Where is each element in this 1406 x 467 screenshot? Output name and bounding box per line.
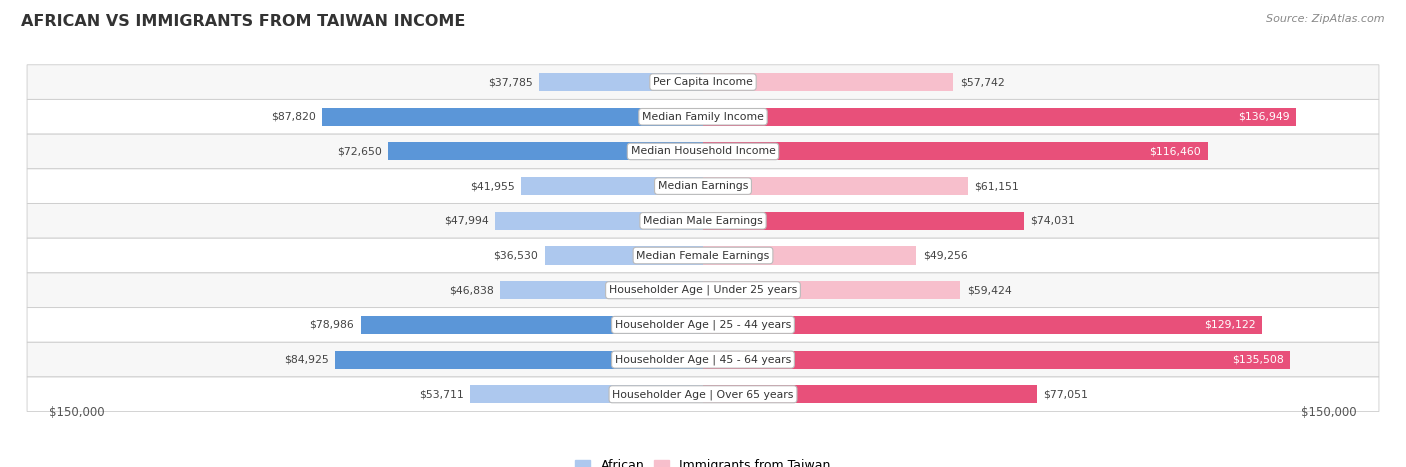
Text: $87,820: $87,820 <box>271 112 316 122</box>
FancyBboxPatch shape <box>27 342 1379 377</box>
Text: $116,460: $116,460 <box>1149 147 1201 156</box>
Text: $61,151: $61,151 <box>974 181 1019 191</box>
Bar <box>703 108 1296 126</box>
Text: $49,256: $49,256 <box>922 250 967 261</box>
Text: $150,000: $150,000 <box>1301 406 1357 419</box>
Text: $72,650: $72,650 <box>337 147 381 156</box>
Text: Median Male Earnings: Median Male Earnings <box>643 216 763 226</box>
FancyBboxPatch shape <box>27 134 1379 169</box>
Bar <box>703 73 953 91</box>
Bar <box>544 247 703 264</box>
Bar <box>703 177 967 195</box>
Bar <box>495 212 703 230</box>
FancyBboxPatch shape <box>27 308 1379 342</box>
Text: Householder Age | Over 65 years: Householder Age | Over 65 years <box>612 389 794 400</box>
Text: $47,994: $47,994 <box>444 216 488 226</box>
Text: $77,051: $77,051 <box>1043 389 1088 399</box>
Text: $46,838: $46,838 <box>449 285 494 295</box>
Bar <box>703 385 1036 403</box>
Bar <box>522 177 703 195</box>
FancyBboxPatch shape <box>27 238 1379 273</box>
Bar <box>703 351 1291 368</box>
Bar <box>388 142 703 161</box>
Bar <box>470 385 703 403</box>
FancyBboxPatch shape <box>27 273 1379 307</box>
Text: Median Earnings: Median Earnings <box>658 181 748 191</box>
Text: $36,530: $36,530 <box>494 250 538 261</box>
FancyBboxPatch shape <box>27 65 1379 99</box>
Bar <box>703 247 917 264</box>
Text: $135,508: $135,508 <box>1232 354 1284 365</box>
Legend: African, Immigrants from Taiwan: African, Immigrants from Taiwan <box>575 460 831 467</box>
Text: $84,925: $84,925 <box>284 354 329 365</box>
FancyBboxPatch shape <box>27 99 1379 134</box>
Bar <box>540 73 703 91</box>
Text: $37,785: $37,785 <box>488 77 533 87</box>
Bar <box>703 316 1263 334</box>
Text: Median Female Earnings: Median Female Earnings <box>637 250 769 261</box>
Text: AFRICAN VS IMMIGRANTS FROM TAIWAN INCOME: AFRICAN VS IMMIGRANTS FROM TAIWAN INCOME <box>21 14 465 29</box>
Text: Householder Age | Under 25 years: Householder Age | Under 25 years <box>609 285 797 296</box>
Text: Householder Age | 45 - 64 years: Householder Age | 45 - 64 years <box>614 354 792 365</box>
Text: $57,742: $57,742 <box>960 77 1004 87</box>
FancyBboxPatch shape <box>27 377 1379 411</box>
Text: $150,000: $150,000 <box>49 406 105 419</box>
Text: Source: ZipAtlas.com: Source: ZipAtlas.com <box>1267 14 1385 24</box>
Bar <box>703 281 960 299</box>
Bar <box>361 316 703 334</box>
Text: Median Household Income: Median Household Income <box>630 147 776 156</box>
Text: Householder Age | 25 - 44 years: Householder Age | 25 - 44 years <box>614 319 792 330</box>
Text: $78,986: $78,986 <box>309 320 354 330</box>
Bar <box>703 212 1024 230</box>
Text: $53,711: $53,711 <box>419 389 464 399</box>
Text: $41,955: $41,955 <box>470 181 515 191</box>
FancyBboxPatch shape <box>27 169 1379 204</box>
Text: $129,122: $129,122 <box>1205 320 1256 330</box>
FancyBboxPatch shape <box>27 204 1379 238</box>
Bar <box>322 108 703 126</box>
Text: $59,424: $59,424 <box>967 285 1012 295</box>
Text: Per Capita Income: Per Capita Income <box>652 77 754 87</box>
Bar <box>501 281 703 299</box>
Text: $136,949: $136,949 <box>1239 112 1289 122</box>
Text: $74,031: $74,031 <box>1031 216 1076 226</box>
Bar <box>335 351 703 368</box>
Text: Median Family Income: Median Family Income <box>643 112 763 122</box>
Bar <box>703 142 1208 161</box>
